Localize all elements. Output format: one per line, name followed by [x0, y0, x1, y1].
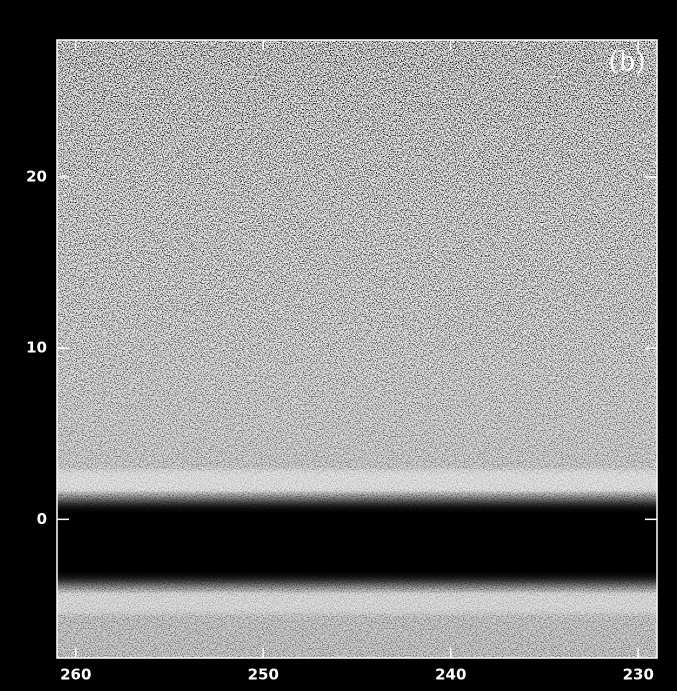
- image: [57, 40, 657, 658]
- plot-frame: [56, 39, 658, 659]
- x-tick-label: 260: [60, 666, 91, 684]
- bright-band: [57, 470, 657, 492]
- x-tick-label: 240: [435, 666, 466, 684]
- bright-band: [57, 592, 657, 614]
- y-tick-label: 0: [37, 510, 47, 528]
- y-tick-label: 20: [26, 167, 47, 185]
- y-tick-label: 10: [26, 339, 47, 357]
- dark-band-core: [57, 512, 657, 572]
- panel-label: (b): [609, 47, 646, 77]
- x-tick-label: 230: [623, 666, 654, 684]
- x-tick-label: 250: [248, 666, 279, 684]
